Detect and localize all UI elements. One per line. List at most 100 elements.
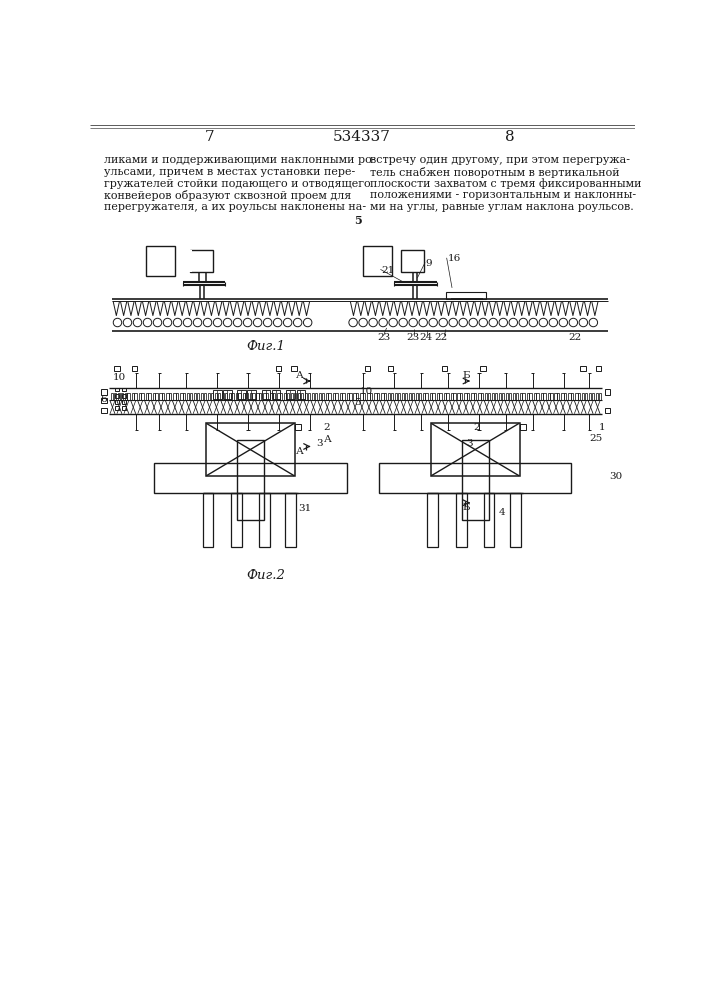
Bar: [599, 393, 601, 400]
Bar: [141, 393, 144, 400]
Bar: [156, 393, 158, 400]
Bar: [363, 393, 366, 400]
Bar: [160, 393, 162, 400]
Bar: [197, 393, 199, 400]
Text: Б: Б: [462, 503, 469, 512]
Bar: [585, 393, 588, 400]
Bar: [547, 393, 550, 400]
Bar: [541, 393, 543, 400]
Bar: [326, 393, 328, 400]
Bar: [450, 393, 452, 400]
Bar: [229, 393, 231, 400]
Bar: [211, 393, 213, 400]
Bar: [296, 389, 305, 399]
Bar: [377, 393, 379, 400]
Bar: [276, 366, 281, 371]
Bar: [339, 393, 342, 400]
Text: ликами и поддерживающими наклонными ро-: ликами и поддерживающими наклонными ро-: [104, 155, 375, 165]
Bar: [564, 393, 566, 400]
Bar: [273, 393, 275, 400]
Text: плоскости захватом с тремя фиксированными: плоскости захватом с тремя фиксированным…: [370, 179, 641, 189]
Bar: [190, 250, 214, 272]
Bar: [578, 393, 580, 400]
Bar: [203, 493, 214, 547]
Bar: [180, 393, 182, 400]
Bar: [115, 366, 119, 371]
Text: 22: 22: [568, 333, 582, 342]
Bar: [506, 393, 508, 400]
Bar: [148, 393, 151, 400]
Bar: [169, 393, 171, 400]
Bar: [188, 250, 192, 272]
Bar: [132, 393, 134, 400]
Bar: [187, 393, 189, 400]
Bar: [398, 393, 400, 400]
Bar: [190, 393, 192, 400]
Text: 25: 25: [589, 434, 602, 443]
Bar: [122, 400, 126, 404]
Text: встречу один другому, при этом перегружа-: встречу один другому, при этом перегружа…: [370, 155, 630, 165]
Bar: [543, 393, 546, 400]
Bar: [176, 393, 178, 400]
Bar: [387, 366, 393, 371]
Bar: [235, 393, 238, 400]
Bar: [446, 292, 486, 299]
Bar: [127, 393, 130, 400]
Bar: [245, 393, 247, 400]
Bar: [173, 393, 175, 400]
Bar: [379, 463, 571, 493]
Bar: [259, 493, 269, 547]
Bar: [121, 393, 123, 400]
Bar: [101, 389, 107, 395]
Bar: [391, 393, 393, 400]
Bar: [575, 393, 578, 400]
Text: положениями - горизонтальным и наклонны-: положениями - горизонтальным и наклонны-: [370, 190, 636, 200]
Bar: [111, 393, 113, 400]
Bar: [319, 393, 321, 400]
Bar: [342, 393, 344, 400]
Bar: [201, 393, 204, 400]
Bar: [402, 250, 424, 272]
Bar: [322, 393, 324, 400]
Bar: [300, 393, 303, 400]
Bar: [595, 366, 601, 371]
Bar: [374, 393, 377, 400]
Bar: [294, 393, 296, 400]
Bar: [125, 393, 127, 400]
Bar: [295, 424, 301, 430]
Bar: [162, 393, 165, 400]
Bar: [437, 393, 439, 400]
Bar: [243, 393, 245, 400]
Bar: [480, 366, 486, 371]
Bar: [492, 393, 494, 400]
Bar: [354, 393, 356, 400]
Bar: [488, 393, 490, 400]
Bar: [404, 393, 407, 400]
Bar: [277, 393, 279, 400]
Bar: [384, 393, 386, 400]
Bar: [433, 393, 435, 400]
Bar: [349, 393, 351, 400]
Bar: [122, 388, 126, 391]
Text: 9: 9: [426, 259, 433, 268]
Bar: [370, 393, 373, 400]
Text: Фиг.1: Фиг.1: [246, 340, 285, 353]
Bar: [460, 393, 462, 400]
Bar: [457, 393, 460, 400]
Bar: [381, 393, 383, 400]
Text: 8: 8: [505, 130, 515, 144]
Bar: [238, 440, 264, 520]
Bar: [557, 393, 559, 400]
Text: 7: 7: [205, 130, 214, 144]
Bar: [363, 246, 392, 276]
Bar: [550, 393, 553, 400]
Bar: [206, 423, 295, 476]
Bar: [215, 393, 217, 400]
Bar: [411, 393, 414, 400]
Text: ми на углы, равные углам наклона роульсов.: ми на углы, равные углам наклона роульсо…: [370, 202, 633, 212]
Bar: [419, 393, 421, 400]
Bar: [502, 393, 504, 400]
Bar: [122, 406, 126, 410]
Text: 3: 3: [466, 439, 472, 448]
Text: 5: 5: [354, 215, 362, 226]
